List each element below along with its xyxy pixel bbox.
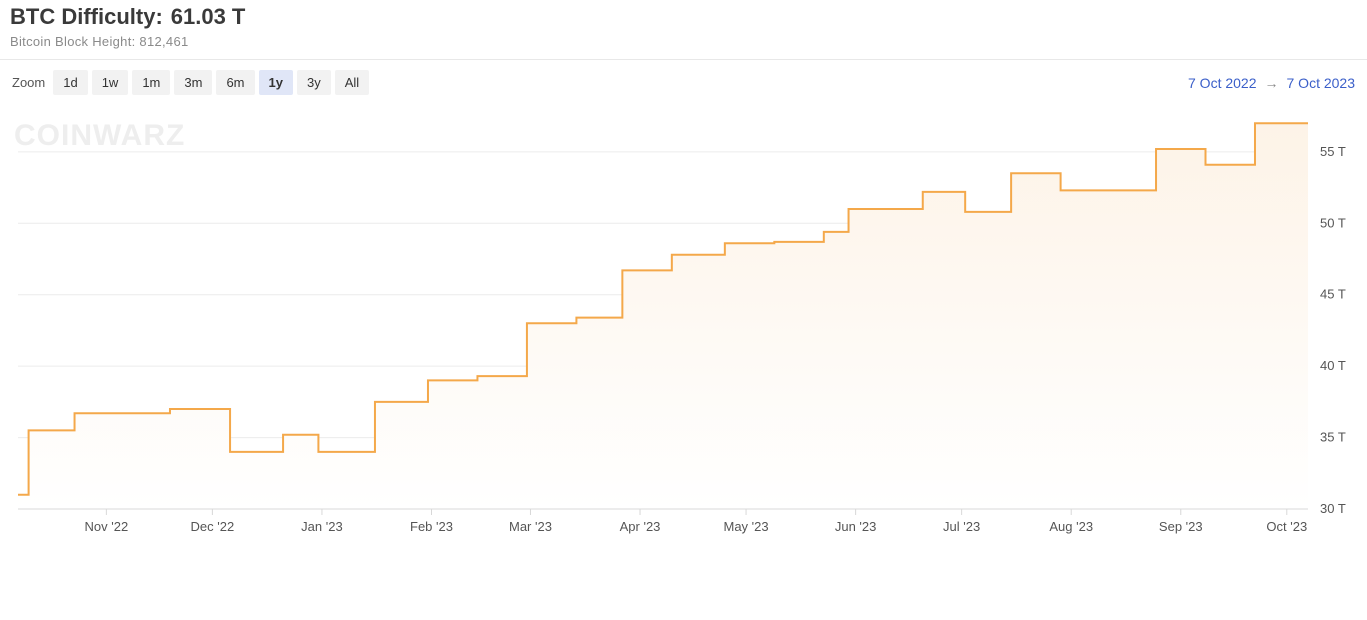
zoom-btn-3m[interactable]: 3m [174, 70, 212, 95]
zoom-btn-3y[interactable]: 3y [297, 70, 331, 95]
page-title-label: BTC Difficulty: [10, 4, 163, 30]
svg-text:Dec '22: Dec '22 [191, 519, 235, 534]
svg-text:Apr '23: Apr '23 [620, 519, 661, 534]
svg-text:Jan '23: Jan '23 [301, 519, 343, 534]
svg-text:Oct '23: Oct '23 [1266, 519, 1307, 534]
zoom-btn-1y[interactable]: 1y [259, 70, 293, 95]
date-arrow-icon: → [1265, 75, 1279, 91]
zoom-button-group: Zoom 1d1w1m3m6m1y3yAll [12, 70, 369, 95]
zoom-label: Zoom [12, 75, 45, 90]
zoom-btn-6m[interactable]: 6m [216, 70, 254, 95]
title-row: BTC Difficulty: 61.03 T [10, 4, 1357, 30]
svg-text:Jul '23: Jul '23 [943, 519, 980, 534]
svg-text:May '23: May '23 [723, 519, 768, 534]
chart-area: CoinWarz 30 T 35 T 40 T 45 T 50 T 55 T Nov '22… [0, 101, 1367, 611]
zoom-btn-1d[interactable]: 1d [53, 70, 87, 95]
watermark-logo: CoinWarz [14, 119, 185, 153]
date-to[interactable]: 7 Oct 2023 [1287, 75, 1356, 91]
svg-text:Mar '23: Mar '23 [509, 519, 552, 534]
svg-text:30 T: 30 T [1320, 501, 1346, 516]
svg-text:Jun '23: Jun '23 [835, 519, 877, 534]
chart-header: BTC Difficulty: 61.03 T Bitcoin Block He… [0, 0, 1367, 60]
date-range: 7 Oct 2022 → 7 Oct 2023 [1188, 75, 1355, 91]
svg-text:50 T: 50 T [1320, 215, 1346, 230]
svg-text:Aug '23: Aug '23 [1049, 519, 1093, 534]
zoom-btn-1m[interactable]: 1m [132, 70, 170, 95]
block-height-subtitle: Bitcoin Block Height: 812,461 [10, 34, 1357, 49]
page-title-value: 61.03 T [171, 4, 246, 30]
svg-text:55 T: 55 T [1320, 144, 1346, 159]
date-from[interactable]: 7 Oct 2022 [1188, 75, 1257, 91]
svg-text:Sep '23: Sep '23 [1159, 519, 1203, 534]
series-area [18, 123, 1308, 509]
zoom-btn-1w[interactable]: 1w [92, 70, 129, 95]
svg-text:Feb '23: Feb '23 [410, 519, 453, 534]
difficulty-chart[interactable]: 30 T 35 T 40 T 45 T 50 T 55 T Nov '22 Dec '22 Ja… [8, 101, 1359, 571]
zoom-btn-all[interactable]: All [335, 70, 369, 95]
svg-text:35 T: 35 T [1320, 430, 1346, 445]
chart-controls: Zoom 1d1w1m3m6m1y3yAll 7 Oct 2022 → 7 Oc… [0, 60, 1367, 101]
svg-text:45 T: 45 T [1320, 287, 1346, 302]
svg-text:Nov '22: Nov '22 [85, 519, 129, 534]
svg-text:40 T: 40 T [1320, 358, 1346, 373]
